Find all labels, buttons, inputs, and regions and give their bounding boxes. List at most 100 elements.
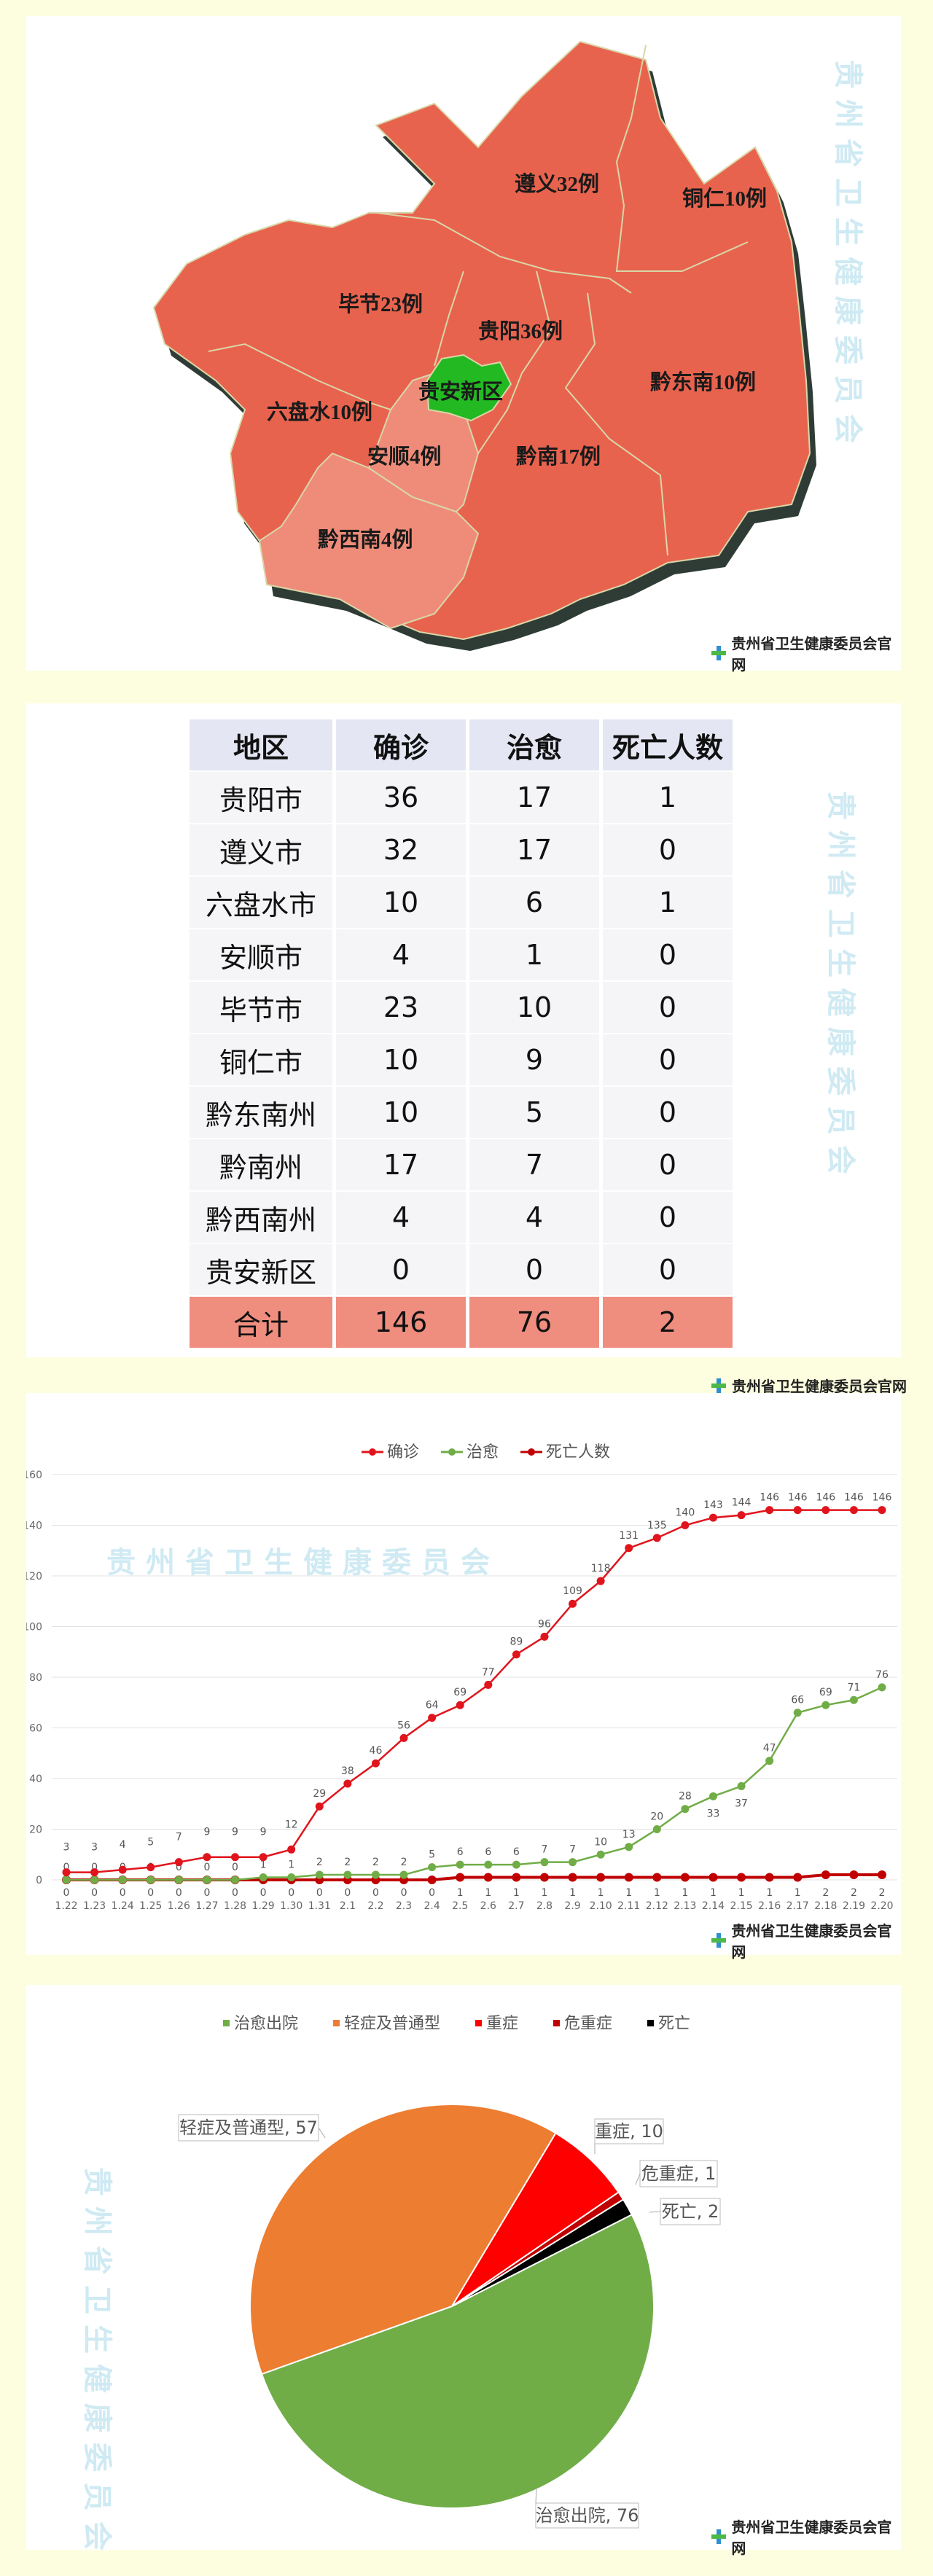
- data-point: [512, 1650, 520, 1659]
- data-label: 0: [176, 1887, 182, 1899]
- data-point: [428, 1863, 437, 1872]
- cell-region: 毕节市: [190, 982, 332, 1033]
- data-label: 140: [676, 1507, 695, 1519]
- data-label: 1: [625, 1887, 632, 1899]
- pie-chart-panel: 治愈出院 轻症及普通型 重症 危重症 死亡 治愈出院, 76 轻症及普通型, 57 重症, 1…: [26, 1985, 901, 2561]
- table-row: 黔西南州 4 4 0: [190, 1192, 733, 1243]
- legend-label-2: 死亡人数: [546, 1443, 610, 1461]
- data-label: 0: [203, 1887, 210, 1899]
- data-point: [343, 1779, 352, 1788]
- x-tick-label: 2.15: [730, 1900, 752, 1912]
- legend-label-1: 治愈: [466, 1443, 499, 1461]
- x-tick-label: 1.22: [55, 1900, 77, 1912]
- table-row: 遵义市 32 17 0: [190, 824, 733, 875]
- data-label: 7: [176, 1832, 182, 1843]
- x-tick-label: 2.7: [508, 1900, 524, 1912]
- y-tick-label: 80: [29, 1672, 42, 1684]
- data-point: [569, 1599, 577, 1608]
- legend-swatch: [333, 2020, 340, 2026]
- x-tick-label: 2.10: [590, 1900, 612, 1912]
- data-point: [62, 1868, 71, 1877]
- data-point: [174, 1876, 183, 1884]
- data-label-4: 死亡, 2: [662, 2201, 719, 2222]
- data-point: [428, 1714, 437, 1722]
- cell-confirmed: 4: [336, 929, 466, 980]
- data-label: 0: [120, 1887, 126, 1899]
- data-label: 0: [260, 1887, 267, 1899]
- data-point: [287, 1873, 296, 1882]
- data-label: 2: [344, 1857, 351, 1868]
- data-label: 144: [732, 1497, 752, 1509]
- cell-region: 合计: [190, 1297, 332, 1348]
- data-label: 1: [795, 1887, 801, 1899]
- source-logo: 贵州省卫生健康委员会官网: [711, 1375, 907, 1396]
- data-label: 1: [542, 1887, 548, 1899]
- data-label: 135: [647, 1520, 667, 1531]
- data-label: 0: [429, 1887, 435, 1899]
- data-label: 4: [120, 1839, 126, 1851]
- x-tick-label: 2.1: [340, 1900, 356, 1912]
- data-point: [456, 1860, 464, 1869]
- data-label-3: 危重症, 1: [641, 2163, 717, 2184]
- data-point: [315, 1870, 324, 1879]
- data-point: [90, 1876, 99, 1884]
- data-point: [765, 1506, 774, 1515]
- x-tick-label: 2.14: [702, 1900, 725, 1912]
- pie-slice-0: [260, 2213, 655, 2509]
- y-tick-label: 40: [29, 1773, 42, 1785]
- cell-confirmed: 10: [336, 877, 466, 928]
- data-label: 0: [344, 1887, 351, 1899]
- series-line-0: [66, 1509, 882, 1873]
- data-point: [484, 1860, 493, 1869]
- data-label: 56: [397, 1720, 410, 1731]
- table-row: 毕节市 23 10 0: [190, 982, 733, 1033]
- map-label-zunyi: 遵义32例: [515, 171, 599, 196]
- data-point: [878, 1683, 886, 1692]
- data-point: [343, 1870, 352, 1879]
- data-point: [793, 1506, 802, 1515]
- data-label: 1: [738, 1887, 745, 1899]
- data-point: [174, 1858, 183, 1867]
- legend-swatch: [647, 2020, 654, 2026]
- data-point: [118, 1876, 127, 1884]
- cell-cured: 1: [469, 929, 599, 980]
- line-chart-panel: 0204060801001201401601.221.231.241.251.2…: [26, 1393, 901, 1961]
- source-logo-text: 贵州省卫生健康委员会官网: [731, 2520, 892, 2557]
- cell-confirmed: 32: [336, 824, 466, 875]
- table-row: 贵阳市 36 17 1: [190, 772, 733, 823]
- cell-confirmed: 10: [336, 1034, 466, 1085]
- x-tick-label: 2.6: [480, 1900, 496, 1912]
- data-label: 6: [485, 1846, 491, 1858]
- data-point: [371, 1870, 380, 1879]
- data-label: 5: [429, 1849, 435, 1861]
- data-point: [708, 1873, 718, 1882]
- data-point: [540, 1632, 549, 1641]
- header-region: 地区: [190, 719, 332, 770]
- data-point: [652, 1825, 661, 1833]
- x-tick-label: 1.25: [139, 1900, 162, 1912]
- y-tick-label: 140: [26, 1521, 42, 1532]
- legend-swatch: [553, 2020, 560, 2026]
- data-label-2: 重症, 10: [595, 2121, 663, 2142]
- map-label-qiandongnan: 黔东南10例: [650, 370, 756, 394]
- data-label-box: [660, 2198, 721, 2225]
- health-cross-icon: [711, 2529, 727, 2544]
- data-label: 0: [176, 1862, 182, 1873]
- legend-label-0: 确诊: [387, 1443, 419, 1461]
- data-point: [821, 1506, 830, 1515]
- cell-region: 遵义市: [190, 824, 332, 875]
- pie-slice-2: [451, 2132, 620, 2307]
- data-point: [203, 1853, 211, 1862]
- cell-cured: 5: [469, 1087, 599, 1138]
- cell-cured: 4: [469, 1192, 599, 1243]
- cell-region: 安顺市: [190, 929, 332, 980]
- x-tick-label: 2.16: [758, 1900, 781, 1912]
- data-label: 38: [341, 1765, 354, 1777]
- legend-label-3: 危重症: [564, 2015, 612, 2033]
- data-point: [427, 1876, 437, 1884]
- data-point: [259, 1853, 268, 1862]
- data-point: [680, 1873, 690, 1882]
- cell-region: 贵安新区: [190, 1244, 332, 1295]
- data-label: 0: [91, 1887, 98, 1899]
